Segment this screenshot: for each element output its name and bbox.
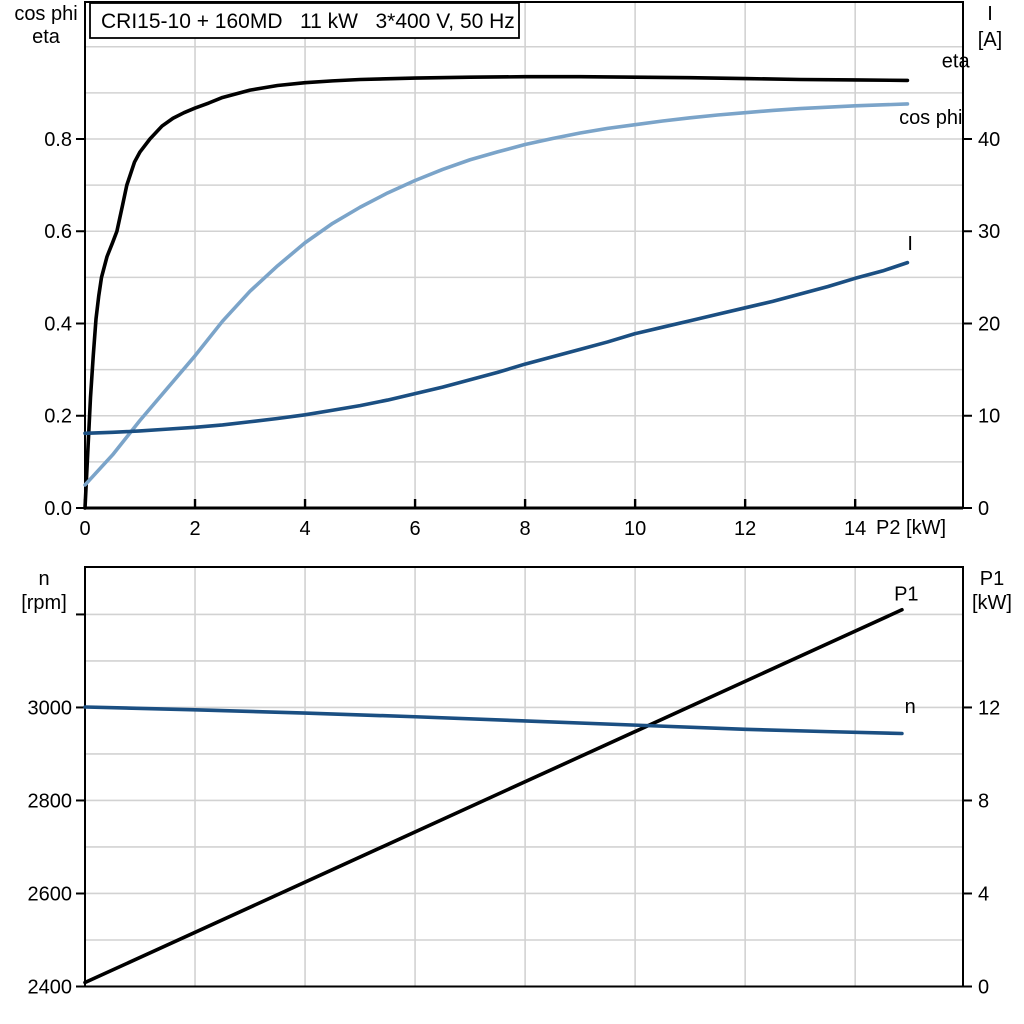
tick-label-right: 4	[978, 883, 989, 905]
tick-label-right: 0	[978, 977, 989, 999]
chart-title: CRI15-10 + 160MD 11 kW 3*400 V, 50 Hz	[101, 10, 515, 33]
curve-n	[83, 705, 904, 736]
tick-label-right: 20	[978, 313, 1000, 335]
top-left-axis-unit-cosphi: cos phi	[14, 3, 77, 25]
curve-label-I: I	[907, 233, 913, 255]
curve-label-cosphi: cos phi	[899, 107, 962, 129]
tick-label-left: 0.8	[44, 129, 72, 151]
bottom-left-axis-unit-rpm: [rpm]	[21, 592, 67, 614]
tick-label-x: 12	[734, 518, 756, 540]
x-axis-label-p2: P2 [kW]	[876, 517, 946, 539]
tick-label-left: 0.0	[44, 498, 72, 520]
tick-label-x: 10	[624, 518, 646, 540]
tick-label-left: 0.2	[44, 406, 72, 428]
tick-label-left: 0.4	[44, 313, 72, 335]
bottom-right-axis-unit-kw: [kW]	[972, 592, 1012, 614]
tick-label-x: 0	[79, 518, 90, 540]
tick-label-left: 2600	[28, 883, 73, 905]
tick-label-right: 12	[978, 697, 1000, 719]
tick-label-x: 2	[189, 518, 200, 540]
labels-overlay: CRI15-10 + 160MD 11 kW 3*400 V, 50 Hz co…	[14, 2, 1012, 614]
tick-label-right: 8	[978, 790, 989, 812]
tick-label-x: 6	[410, 518, 421, 540]
curve-eta	[83, 74, 910, 510]
plot-frame	[84, 566, 964, 988]
title-box	[89, 2, 520, 39]
tick-label-x: 8	[520, 518, 531, 540]
tick-label-right: 40	[978, 129, 1000, 151]
top-plot-electrical: 0.0 0.2 0.4 0.6 0.8 0 10 20 30 40 0 2 4 6 8 10 12 14 eta co…	[44, 1, 1000, 540]
tick-label-left: 2400	[28, 977, 73, 999]
tick-label-right: 10	[978, 406, 1000, 428]
curve-I	[83, 260, 910, 436]
curve-cosphi	[83, 102, 910, 487]
tick-label-left: 3000	[28, 697, 73, 719]
curve-label-P1: P1	[894, 583, 918, 605]
top-right-axis-unit-i: I	[987, 3, 993, 25]
curve-label-eta: eta	[942, 50, 971, 72]
bottom-right-axis-unit-p1: P1	[980, 568, 1004, 590]
top-right-axis-unit-amps: [A]	[978, 29, 1002, 51]
bottom-left-axis-unit-n: n	[38, 568, 49, 590]
curve-label-n: n	[905, 696, 916, 718]
bottom-plot-speed-power: 2400 2600 2800 3000 0 4 8 12 P1 n	[28, 566, 1000, 999]
top-left-axis-unit-eta: eta	[32, 26, 61, 48]
tick-label-right: 30	[978, 221, 1000, 243]
tick-label-x: 14	[844, 518, 866, 540]
tick-label-right: 0	[978, 498, 989, 520]
tick-label-left: 2800	[28, 790, 73, 812]
tick-label-left: 0.6	[44, 221, 72, 243]
tick-label-x: 4	[299, 518, 310, 540]
curve-P1	[83, 607, 904, 985]
